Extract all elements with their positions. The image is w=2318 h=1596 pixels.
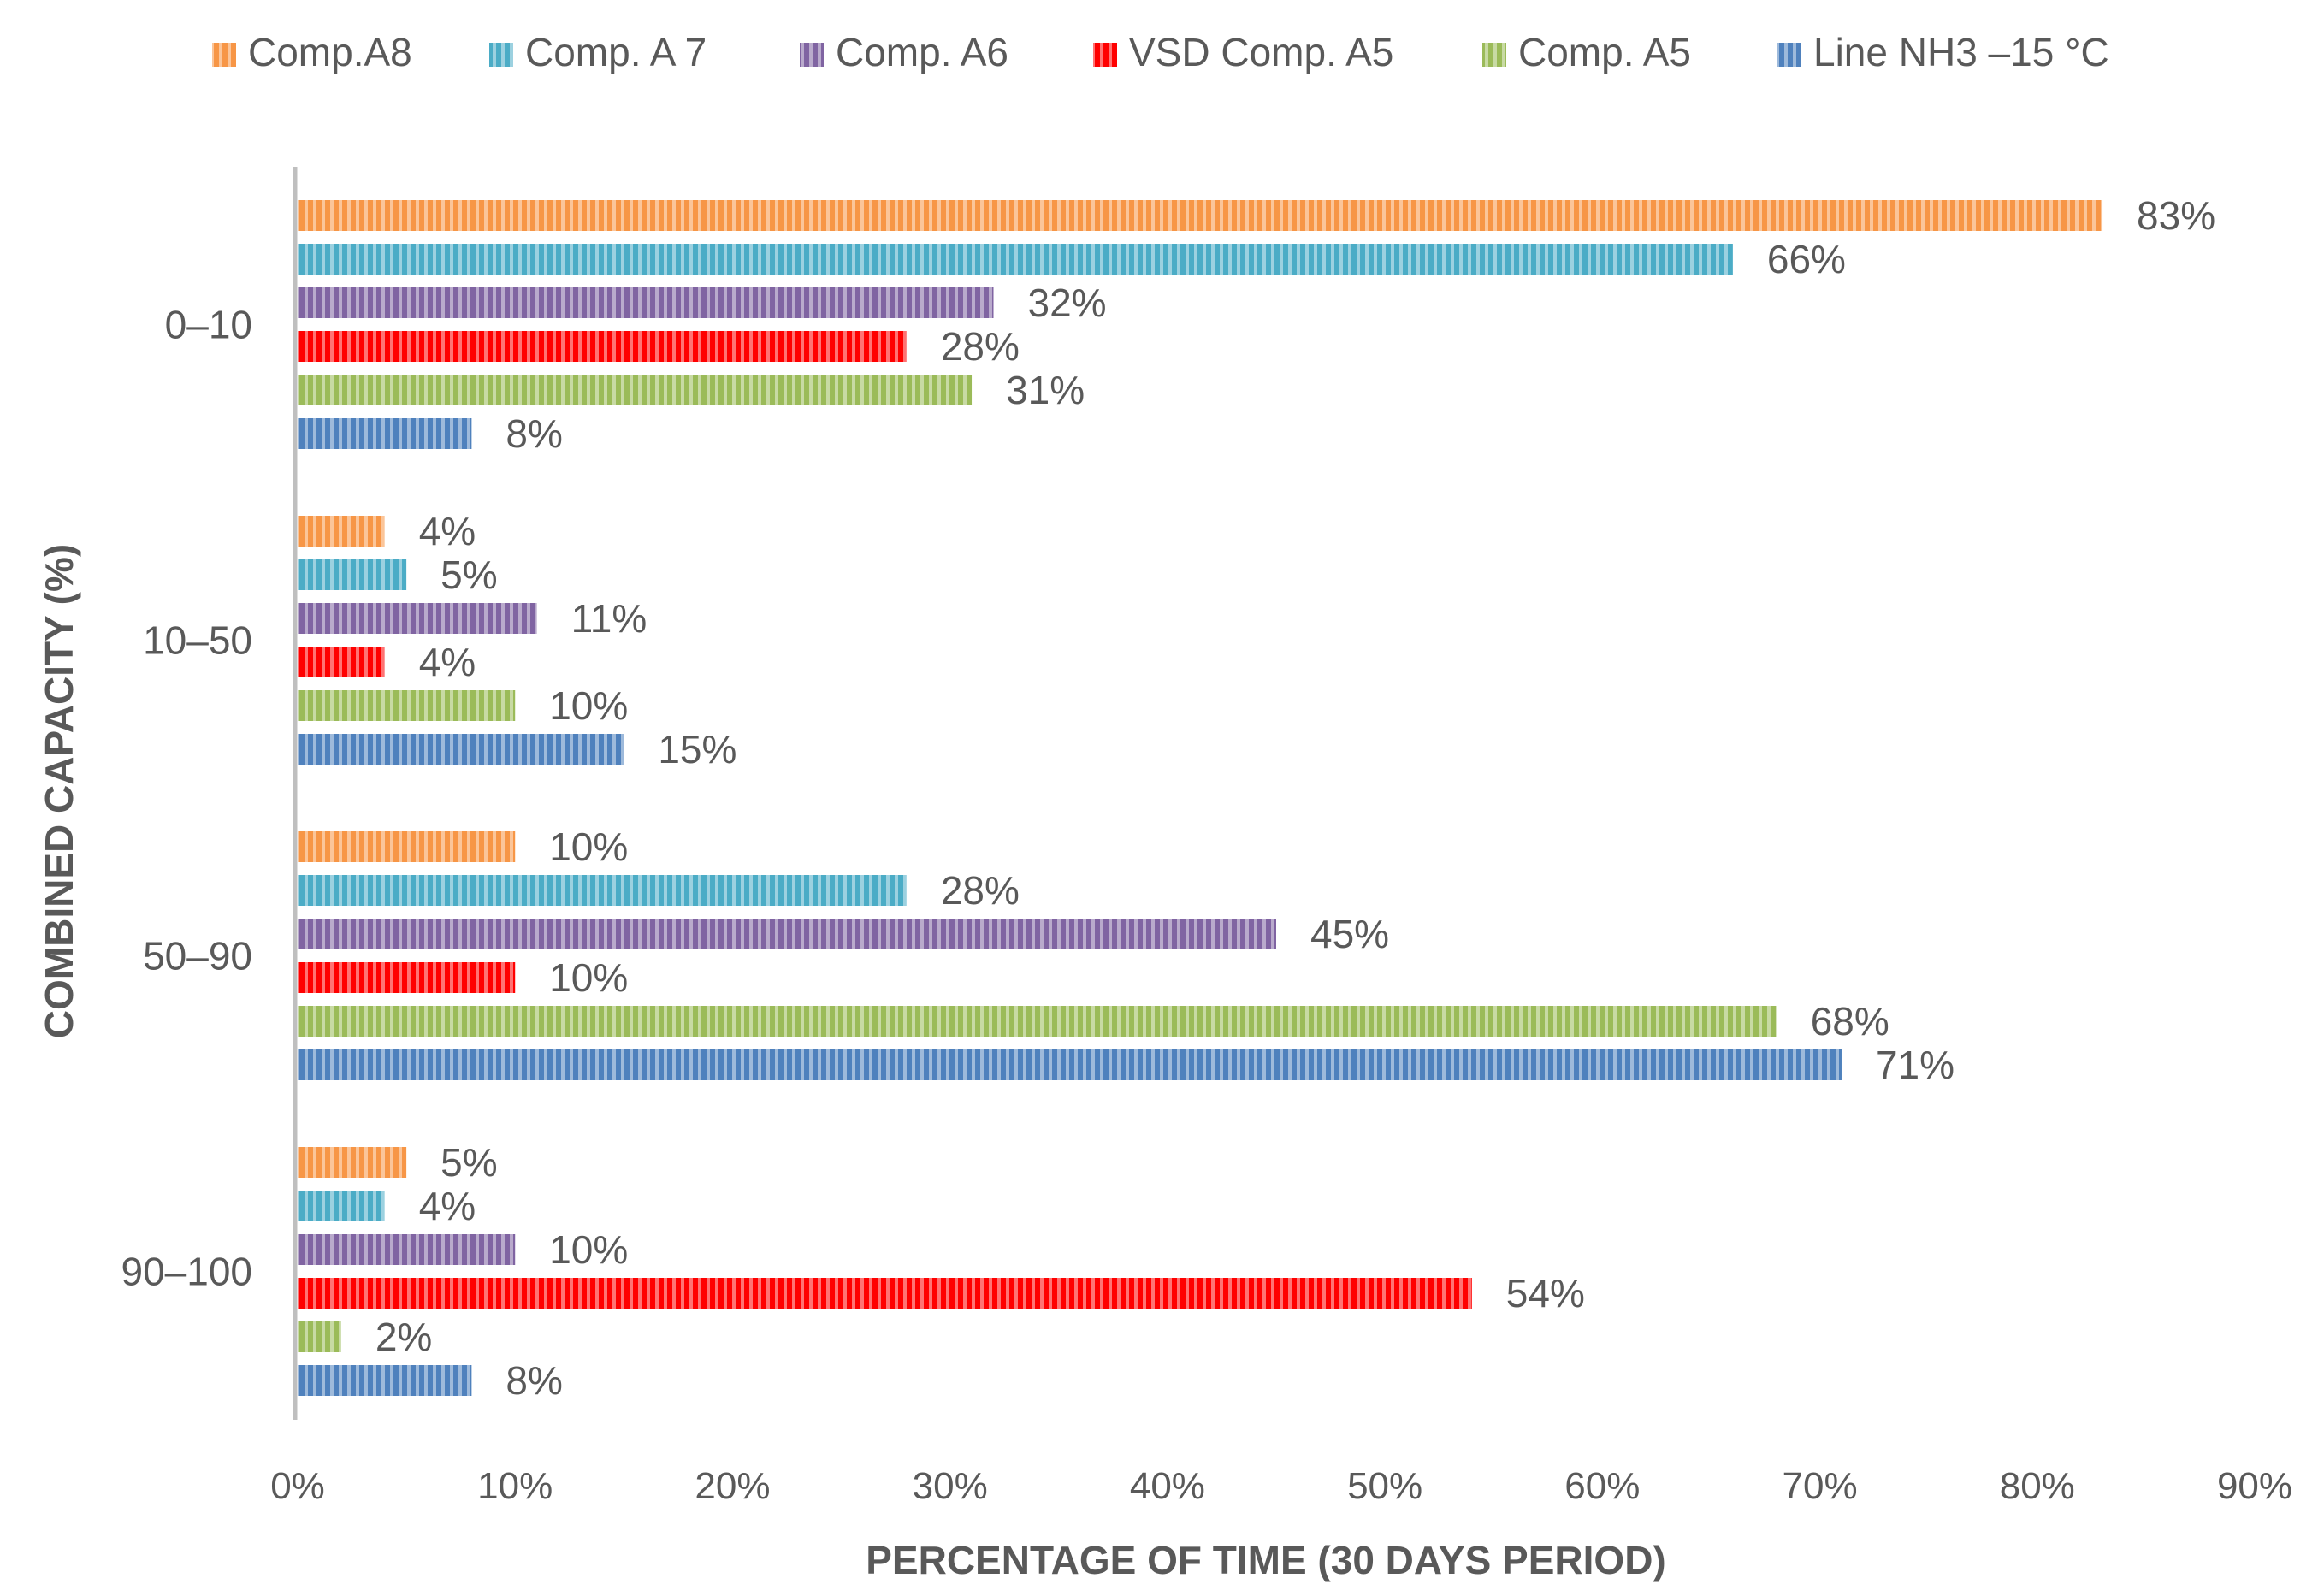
- bars: [298, 200, 2103, 1396]
- bar: [298, 1234, 516, 1265]
- bar: [298, 962, 516, 993]
- data-label: 5%: [441, 1140, 497, 1185]
- data-label: 32%: [1028, 281, 1107, 325]
- data-label: 28%: [941, 324, 1020, 369]
- data-label: 71%: [1876, 1043, 1954, 1087]
- legend-item: Line NH3 –15 °C: [1777, 30, 2109, 74]
- data-label: 68%: [1811, 999, 1889, 1043]
- category-label: 10–50: [143, 618, 252, 663]
- data-label: 31%: [1006, 368, 1085, 412]
- x-tick-labels: 0% 10% 20% 30% 40% 50% 60% 70% 80% 90%: [270, 1465, 2292, 1507]
- data-label: 5%: [441, 553, 497, 597]
- x-tick-label: 50%: [1347, 1465, 1422, 1507]
- legend-item: Comp. A5: [1482, 30, 1691, 74]
- bar: [298, 1321, 341, 1352]
- data-label: 54%: [1506, 1271, 1585, 1315]
- data-label: 10%: [549, 1227, 628, 1272]
- x-tick-label: 70%: [1783, 1465, 1858, 1507]
- data-label: 83%: [2137, 193, 2215, 238]
- data-label: 11%: [571, 596, 648, 641]
- x-tick-label: 80%: [2000, 1465, 2075, 1507]
- bar: [298, 1147, 407, 1178]
- bar: [298, 919, 1276, 949]
- legend-label: Comp. A6: [836, 30, 1008, 74]
- data-label: 45%: [1310, 912, 1389, 956]
- data-label: 10%: [549, 955, 628, 1000]
- bar: [298, 603, 537, 634]
- bar: [298, 831, 516, 862]
- category-labels: 0–10 10–50 50–90 90–100: [121, 303, 253, 1294]
- bar: [298, 734, 624, 765]
- legend-item: Comp. A6: [800, 30, 1008, 74]
- bar: [298, 1191, 385, 1221]
- x-tick-label: 90%: [2217, 1465, 2292, 1507]
- bar: [298, 200, 2103, 231]
- legend-swatch: [1093, 43, 1117, 67]
- data-label: 4%: [419, 640, 476, 684]
- data-label: 4%: [419, 509, 476, 553]
- x-tick-label: 10%: [477, 1465, 553, 1507]
- x-tick-label: 0%: [270, 1465, 325, 1507]
- legend-item: VSD Comp. A5: [1093, 30, 1393, 74]
- data-label: 8%: [506, 1358, 562, 1403]
- x-tick-label: 40%: [1130, 1465, 1205, 1507]
- bar: [298, 1049, 1842, 1080]
- bar: [298, 244, 1733, 275]
- x-tick-label: 30%: [913, 1465, 988, 1507]
- legend: Comp.A8 Comp. A 7 Comp. A6 VSD Comp. A5 Comp…: [212, 30, 2109, 74]
- data-label: 15%: [658, 727, 736, 771]
- data-label: 2%: [375, 1315, 432, 1359]
- bar: [298, 1278, 1472, 1309]
- bar: [298, 690, 516, 721]
- data-label: 10%: [549, 683, 628, 728]
- data-label: 66%: [1767, 237, 1846, 281]
- bar: [298, 331, 907, 362]
- category-label: 90–100: [121, 1250, 253, 1294]
- bar: [298, 875, 907, 906]
- legend-swatch: [1777, 43, 1801, 67]
- bar: [298, 516, 385, 547]
- bar: [298, 1006, 1777, 1037]
- bar: [298, 287, 994, 318]
- data-label: 10%: [549, 825, 628, 869]
- data-labels: 83%66%32%28%31%8%4%5%11%4%10%15%10%28%45…: [375, 193, 2215, 1403]
- legend-label: Line NH3 –15 °C: [1813, 30, 2109, 74]
- legend-swatch: [489, 43, 513, 67]
- legend-label: Comp. A5: [1518, 30, 1691, 74]
- legend-label: Comp. A 7: [525, 30, 707, 74]
- bar: [298, 647, 385, 677]
- legend-item: Comp.A8: [212, 30, 412, 74]
- category-label: 0–10: [165, 303, 252, 347]
- data-label: 28%: [941, 868, 1020, 913]
- y-axis-title: COMBINED CAPACITY (%): [37, 544, 81, 1038]
- legend-swatch: [1482, 43, 1506, 67]
- bar: [298, 418, 472, 449]
- bar: [298, 1365, 472, 1396]
- data-label: 4%: [419, 1184, 476, 1228]
- legend-label: VSD Comp. A5: [1129, 30, 1393, 74]
- legend-swatch: [212, 43, 236, 67]
- bar: [298, 375, 973, 405]
- data-label: 8%: [506, 411, 562, 456]
- legend-item: Comp. A 7: [489, 30, 707, 74]
- x-tick-label: 20%: [695, 1465, 770, 1507]
- x-tick-label: 60%: [1564, 1465, 1640, 1507]
- x-axis-title: PERCENTAGE OF TIME (30 DAYS PERIOD): [866, 1538, 1665, 1582]
- legend-label: Comp.A8: [248, 30, 412, 74]
- category-label: 50–90: [143, 934, 252, 978]
- bar: [298, 559, 407, 590]
- legend-swatch: [800, 43, 824, 67]
